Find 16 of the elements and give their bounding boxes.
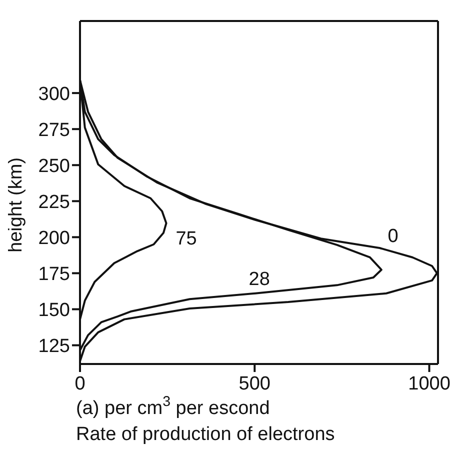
x-tick-label: 1000 [408,373,450,394]
x-tick-label: 500 [238,373,270,394]
x-tick-label: 0 [74,373,86,394]
y-tick-label: 175 [38,264,70,285]
series-label: 75 [176,228,197,250]
y-tick-label: 150 [38,300,70,321]
x-axis-title: (a) per cm$^{3}$ per escond Rate of production of electrons [76,394,335,445]
y-axis-title: height (km) [6,157,27,252]
y-tick-label: 250 [38,156,70,177]
y-tick-label: 300 [38,84,70,105]
y-tick-label: 275 [38,120,70,141]
y-tick-label: 125 [38,336,70,358]
y-tick-label: 225 [38,192,70,213]
y-tick-label: 200 [38,228,70,249]
series-label: 0 [388,226,398,248]
series-label: 28 [248,268,270,290]
